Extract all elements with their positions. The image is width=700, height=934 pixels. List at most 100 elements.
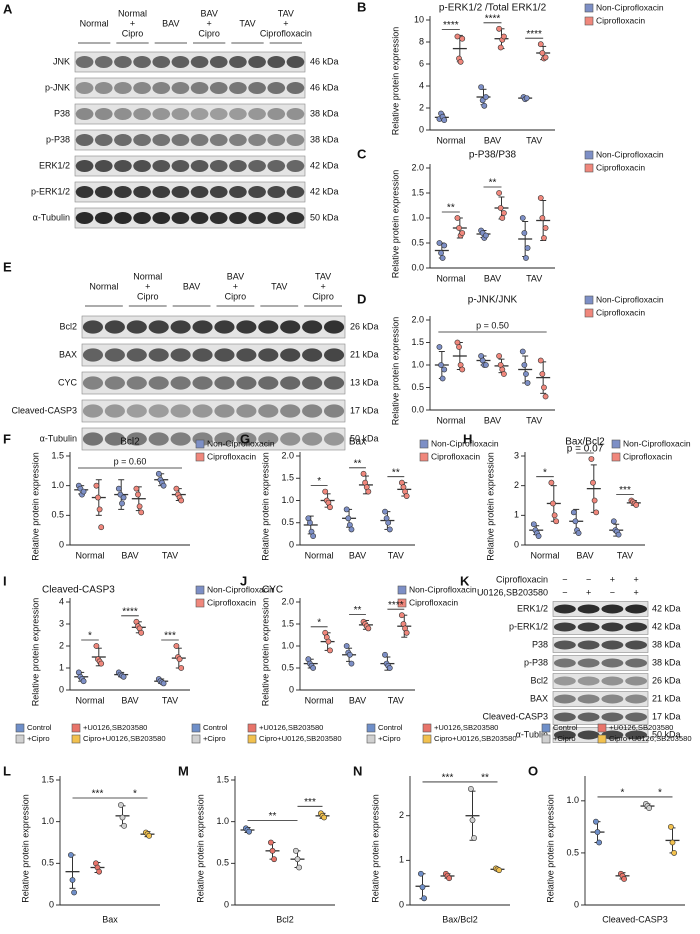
data-point <box>365 488 372 495</box>
blot-band <box>75 134 94 146</box>
legend-swatch <box>195 439 205 449</box>
blot-band <box>286 82 305 94</box>
data-point <box>572 518 579 525</box>
legend-swatch <box>584 16 594 26</box>
blot-label: CYC <box>58 377 78 387</box>
y-tick-label: 0.0 <box>411 262 424 272</box>
y-axis-label: Relative protein expression <box>30 452 40 561</box>
blot-band <box>190 186 209 198</box>
y-tick-label: 1.0 <box>281 495 294 505</box>
blot-size: 21 kDa <box>350 349 379 359</box>
legend-label: Non-Ciprofloxacin <box>596 149 664 159</box>
data-point <box>80 678 87 685</box>
lane-header: + <box>320 281 325 291</box>
data-point <box>496 867 502 874</box>
data-point <box>160 680 167 687</box>
legend-swatch <box>191 723 201 733</box>
y-tick-label: 1.0 <box>281 640 294 650</box>
blot-band <box>553 622 576 632</box>
y-tick-label: 4 <box>419 80 424 90</box>
data-point <box>310 665 317 671</box>
y-tick-label: 3 <box>514 450 519 460</box>
data-point <box>436 240 443 246</box>
blot-band <box>601 640 624 650</box>
y-tick-label: 1.0 <box>41 816 54 826</box>
y-tick-label: 0 <box>514 539 519 549</box>
blot-band <box>75 160 94 172</box>
data-point <box>539 215 546 221</box>
data-point <box>325 638 332 645</box>
chart-title: Cleaved-CASP3 <box>42 585 115 596</box>
y-tick-label: 0.5 <box>51 510 64 520</box>
blot-band <box>133 108 151 120</box>
blot-band <box>190 134 209 146</box>
y-tick-label: 0.5 <box>411 382 424 392</box>
legend-label: Ciprofloxacin <box>207 597 256 607</box>
data-point <box>521 230 528 236</box>
blot-label: p-ERK1/2 <box>31 186 70 196</box>
x-tick-label: BAV <box>349 550 366 560</box>
data-point <box>173 643 180 649</box>
blot-band <box>75 212 94 224</box>
x-tick-label: BAV <box>121 550 138 560</box>
data-point <box>524 380 531 386</box>
data-point <box>118 802 124 808</box>
y-tick-label: 3 <box>59 618 64 628</box>
x-tick-label: BAV <box>484 273 501 283</box>
condition-label: U0126,SB203580 <box>477 587 548 597</box>
y-tick-label: 0.0 <box>411 404 424 414</box>
legend-swatch <box>584 150 594 160</box>
sig-label: * <box>133 789 137 800</box>
data-point <box>551 512 558 519</box>
data-point <box>633 502 640 508</box>
y-tick-label: 0 <box>59 539 64 549</box>
blot-band <box>280 348 301 362</box>
y-tick-label: 0 <box>289 684 294 694</box>
data-point <box>121 822 127 829</box>
blot-band <box>601 622 624 632</box>
data-point <box>535 533 542 539</box>
sig-label: **** <box>485 13 501 24</box>
data-point <box>496 190 502 196</box>
data-point <box>327 504 333 511</box>
blot-band <box>248 56 266 68</box>
x-tick-label: TAV <box>526 135 542 145</box>
blot-strip <box>74 103 306 125</box>
blot-strip <box>81 371 346 395</box>
legend-swatch <box>419 452 429 462</box>
blot-band <box>190 108 209 120</box>
sig-label: * <box>621 788 625 799</box>
data-point <box>537 195 544 201</box>
blot-band <box>248 108 266 120</box>
data-point <box>441 366 448 373</box>
sig-label: *** <box>442 773 454 784</box>
data-point <box>436 344 443 350</box>
panel-letter: J <box>240 573 247 588</box>
blot-size: 21 kDa <box>652 693 681 703</box>
blot-band <box>280 320 301 334</box>
y-axis-label: Relative protein expression <box>260 598 270 707</box>
y-axis-label: Relative protein expression <box>195 794 205 903</box>
sig-label: *** <box>619 485 631 496</box>
lane-header: BAV <box>200 8 217 18</box>
y-tick-label: 0 <box>59 684 64 694</box>
data-point <box>553 518 560 525</box>
blot-band <box>286 56 305 68</box>
blot-label: Bcl2 <box>530 675 548 685</box>
blot-band <box>229 160 247 172</box>
x-tick-label: TAV <box>526 273 542 283</box>
overall-label: p = 0.50 <box>476 320 509 330</box>
y-tick-label: 1.0 <box>566 795 579 805</box>
y-tick-label: 1 <box>399 855 404 865</box>
x-tick-label: BAV <box>349 695 366 705</box>
blot-band <box>248 186 266 198</box>
blot-band <box>152 82 171 94</box>
legend-label: Control <box>378 723 403 732</box>
data-point <box>138 629 145 636</box>
data-point <box>594 829 601 835</box>
legend-swatch <box>397 585 407 595</box>
blot-band <box>302 404 323 418</box>
lane-header: Normal <box>80 18 109 28</box>
blot-band <box>248 212 266 224</box>
blot-band <box>267 186 286 198</box>
